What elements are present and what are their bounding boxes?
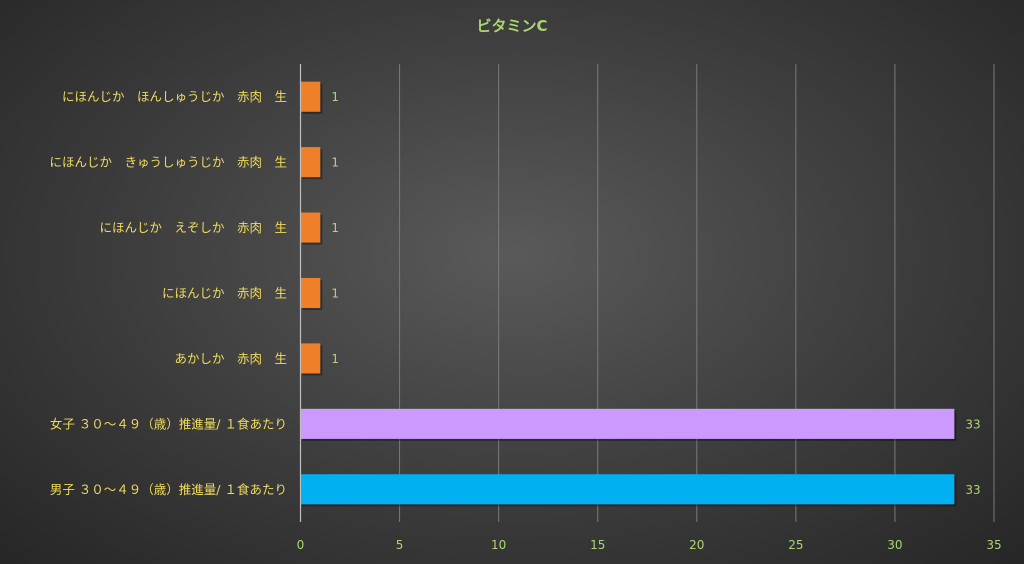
bar <box>300 474 955 505</box>
bar <box>300 147 321 178</box>
category-label: 女子 ３０～４９（歳）推進量/ １食あたり <box>50 416 287 431</box>
data-label: 1 <box>331 90 339 104</box>
data-label: 1 <box>331 156 339 170</box>
gridlines <box>399 64 995 522</box>
bar <box>300 408 955 439</box>
bar <box>300 343 321 374</box>
category-label: にほんじか ほんしゅうじか 赤肉 生 <box>62 89 287 104</box>
data-label: 1 <box>331 287 339 301</box>
x-tick-label: 10 <box>491 538 506 552</box>
category-label: あかしか 赤肉 生 <box>174 351 287 366</box>
data-label: 33 <box>965 483 980 497</box>
category-label: 男子 ３０～４９（歳）推進量/ １食あたり <box>50 482 287 497</box>
x-tick-label: 5 <box>396 538 404 552</box>
bars <box>300 81 957 507</box>
category-label: にほんじか 赤肉 生 <box>162 286 287 301</box>
x-tick-label: 20 <box>689 538 704 552</box>
x-tick-label: 35 <box>986 538 1001 552</box>
chart-title: ビタミンC <box>476 17 547 35</box>
bar <box>300 81 321 112</box>
x-tick-label: 30 <box>887 538 902 552</box>
category-label: にほんじか きゅうしゅうじか 赤肉 生 <box>49 155 287 170</box>
category-label: にほんじか えぞしか 赤肉 生 <box>99 220 287 235</box>
x-axis-tick-labels: 0 5 10 15 20 25 30 35 <box>297 538 1002 552</box>
data-labels: 1 1 1 1 1 33 33 <box>331 90 980 497</box>
data-label: 1 <box>331 221 339 235</box>
bar <box>300 277 321 309</box>
x-tick-label: 15 <box>590 538 605 552</box>
x-tick-label: 25 <box>788 538 803 552</box>
bar <box>300 212 321 243</box>
x-tick-label: 0 <box>297 538 305 552</box>
data-label: 33 <box>965 417 980 431</box>
data-label: 1 <box>331 352 339 366</box>
